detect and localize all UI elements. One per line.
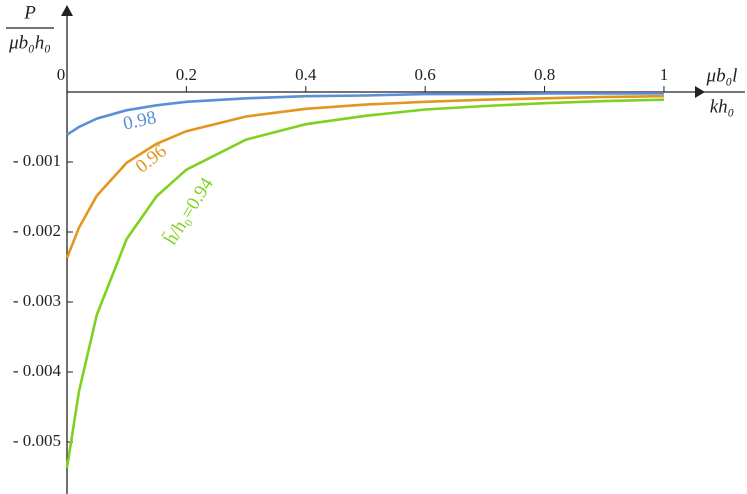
line: [66, 92, 664, 136]
line: [65, 98, 664, 469]
x-tick-label: 0.4: [295, 65, 317, 84]
line: [65, 94, 664, 259]
y-tick-label: - 0.004: [13, 361, 62, 380]
x-tick-label: 0.6: [415, 65, 436, 84]
y-label-num: P: [23, 2, 36, 23]
y-arrow: [61, 5, 73, 16]
x-label-den: kh₀: [710, 96, 735, 117]
x-tick-label: 0.2: [176, 65, 197, 84]
y-tick-label: - 0.003: [13, 291, 61, 310]
y-tick-label: - 0.001: [13, 151, 61, 170]
curve-label: 0.96: [132, 141, 171, 178]
x-tick-label: 1: [660, 65, 669, 84]
y-tick-label: - 0.002: [13, 221, 61, 240]
y-label-den: μb₀h₀: [8, 32, 51, 53]
x-tick-label: 0: [57, 65, 66, 84]
x-tick-label: 0.8: [534, 65, 555, 84]
x-label-num: μb₀l: [706, 65, 738, 86]
y-tick-label: - 0.005: [13, 431, 61, 450]
